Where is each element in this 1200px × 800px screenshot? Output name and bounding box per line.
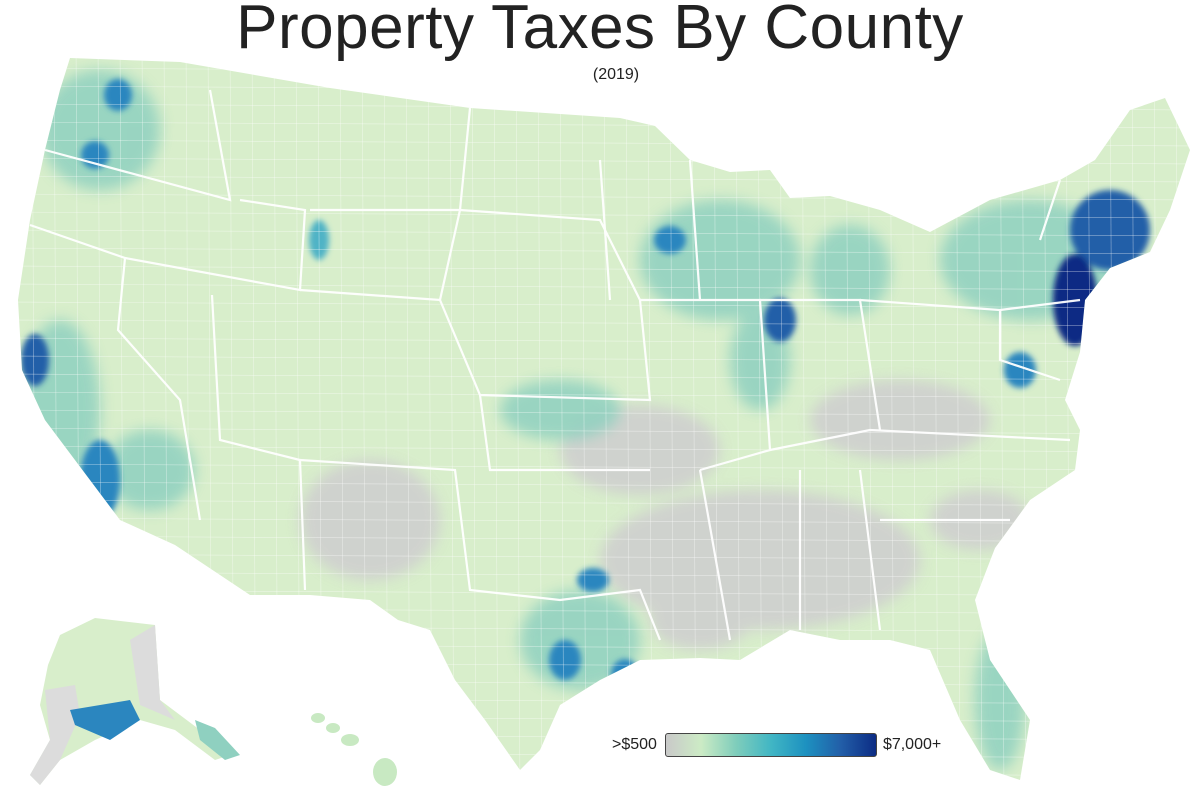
county-line-horizontal xyxy=(18,193,1190,201)
state-boundaries xyxy=(29,89,1081,641)
region-socal-desert xyxy=(105,430,195,510)
county-line-horizontal xyxy=(18,499,1190,507)
county-line-horizontal xyxy=(18,229,1190,237)
legend-max-label: $7,000+ xyxy=(882,736,942,753)
map-subtitle: (2019) xyxy=(592,66,640,83)
county-line-horizontal xyxy=(18,283,1190,291)
county-line-vertical xyxy=(559,58,565,780)
alaska-high-south xyxy=(70,700,140,740)
county-line-vertical xyxy=(10,40,14,800)
county-line-horizontal xyxy=(0,50,1200,56)
region-minneapolis xyxy=(654,226,686,254)
county-line-horizontal xyxy=(18,445,1190,453)
alaska-gray-west xyxy=(30,685,80,785)
alaska-inset xyxy=(30,618,240,785)
region-new-england xyxy=(1070,190,1150,270)
region-portland xyxy=(81,141,109,169)
county-line-vertical xyxy=(471,58,477,780)
hawaii-island-2 xyxy=(326,723,340,733)
county-line-vertical xyxy=(449,58,455,780)
county-line-horizontal xyxy=(18,697,1190,705)
region-austin xyxy=(549,640,581,680)
alaska-panhandle xyxy=(195,720,240,760)
county-line-horizontal xyxy=(18,463,1190,471)
hawaii-island-4 xyxy=(373,758,397,786)
region-dallas xyxy=(577,568,609,592)
county-line-horizontal xyxy=(18,265,1190,273)
county-line-vertical xyxy=(603,58,609,780)
county-line-vertical xyxy=(515,58,521,780)
hawaii-island-1 xyxy=(311,713,325,723)
alaska-gray-north xyxy=(130,625,175,720)
region-chicago xyxy=(764,298,796,342)
county-line-vertical xyxy=(537,58,543,780)
map-title: Property Taxes By County xyxy=(236,0,964,62)
legend-min-label: >$500 xyxy=(612,736,657,753)
region-florida xyxy=(975,630,1025,770)
county-line-vertical xyxy=(493,58,499,780)
county-line-horizontal xyxy=(18,679,1190,687)
county-line-vertical xyxy=(581,58,587,780)
county-line-horizontal xyxy=(18,211,1190,219)
county-line-horizontal xyxy=(18,301,1190,309)
county-line-horizontal xyxy=(18,247,1190,255)
region-appalachia xyxy=(810,380,990,460)
hawaii-island-3 xyxy=(341,734,359,746)
county-line-vertical xyxy=(1087,58,1093,780)
region-louisiana xyxy=(650,590,750,650)
county-line-horizontal xyxy=(18,409,1190,417)
color-legend: >$500 $7,000+ xyxy=(612,732,941,758)
region-texas-central xyxy=(520,590,640,690)
region-seattle xyxy=(104,79,132,111)
legend-gradient-bar xyxy=(664,733,877,757)
county-line-horizontal xyxy=(18,427,1190,435)
county-line-horizontal xyxy=(18,535,1190,543)
region-bay-area xyxy=(21,334,49,386)
hawaii-inset xyxy=(311,713,397,786)
county-line-vertical xyxy=(31,58,37,780)
county-line-horizontal xyxy=(0,788,1200,794)
region-houston xyxy=(611,659,639,691)
county-line-horizontal xyxy=(18,391,1190,399)
county-line-horizontal xyxy=(18,481,1190,489)
county-line-horizontal xyxy=(18,373,1190,381)
